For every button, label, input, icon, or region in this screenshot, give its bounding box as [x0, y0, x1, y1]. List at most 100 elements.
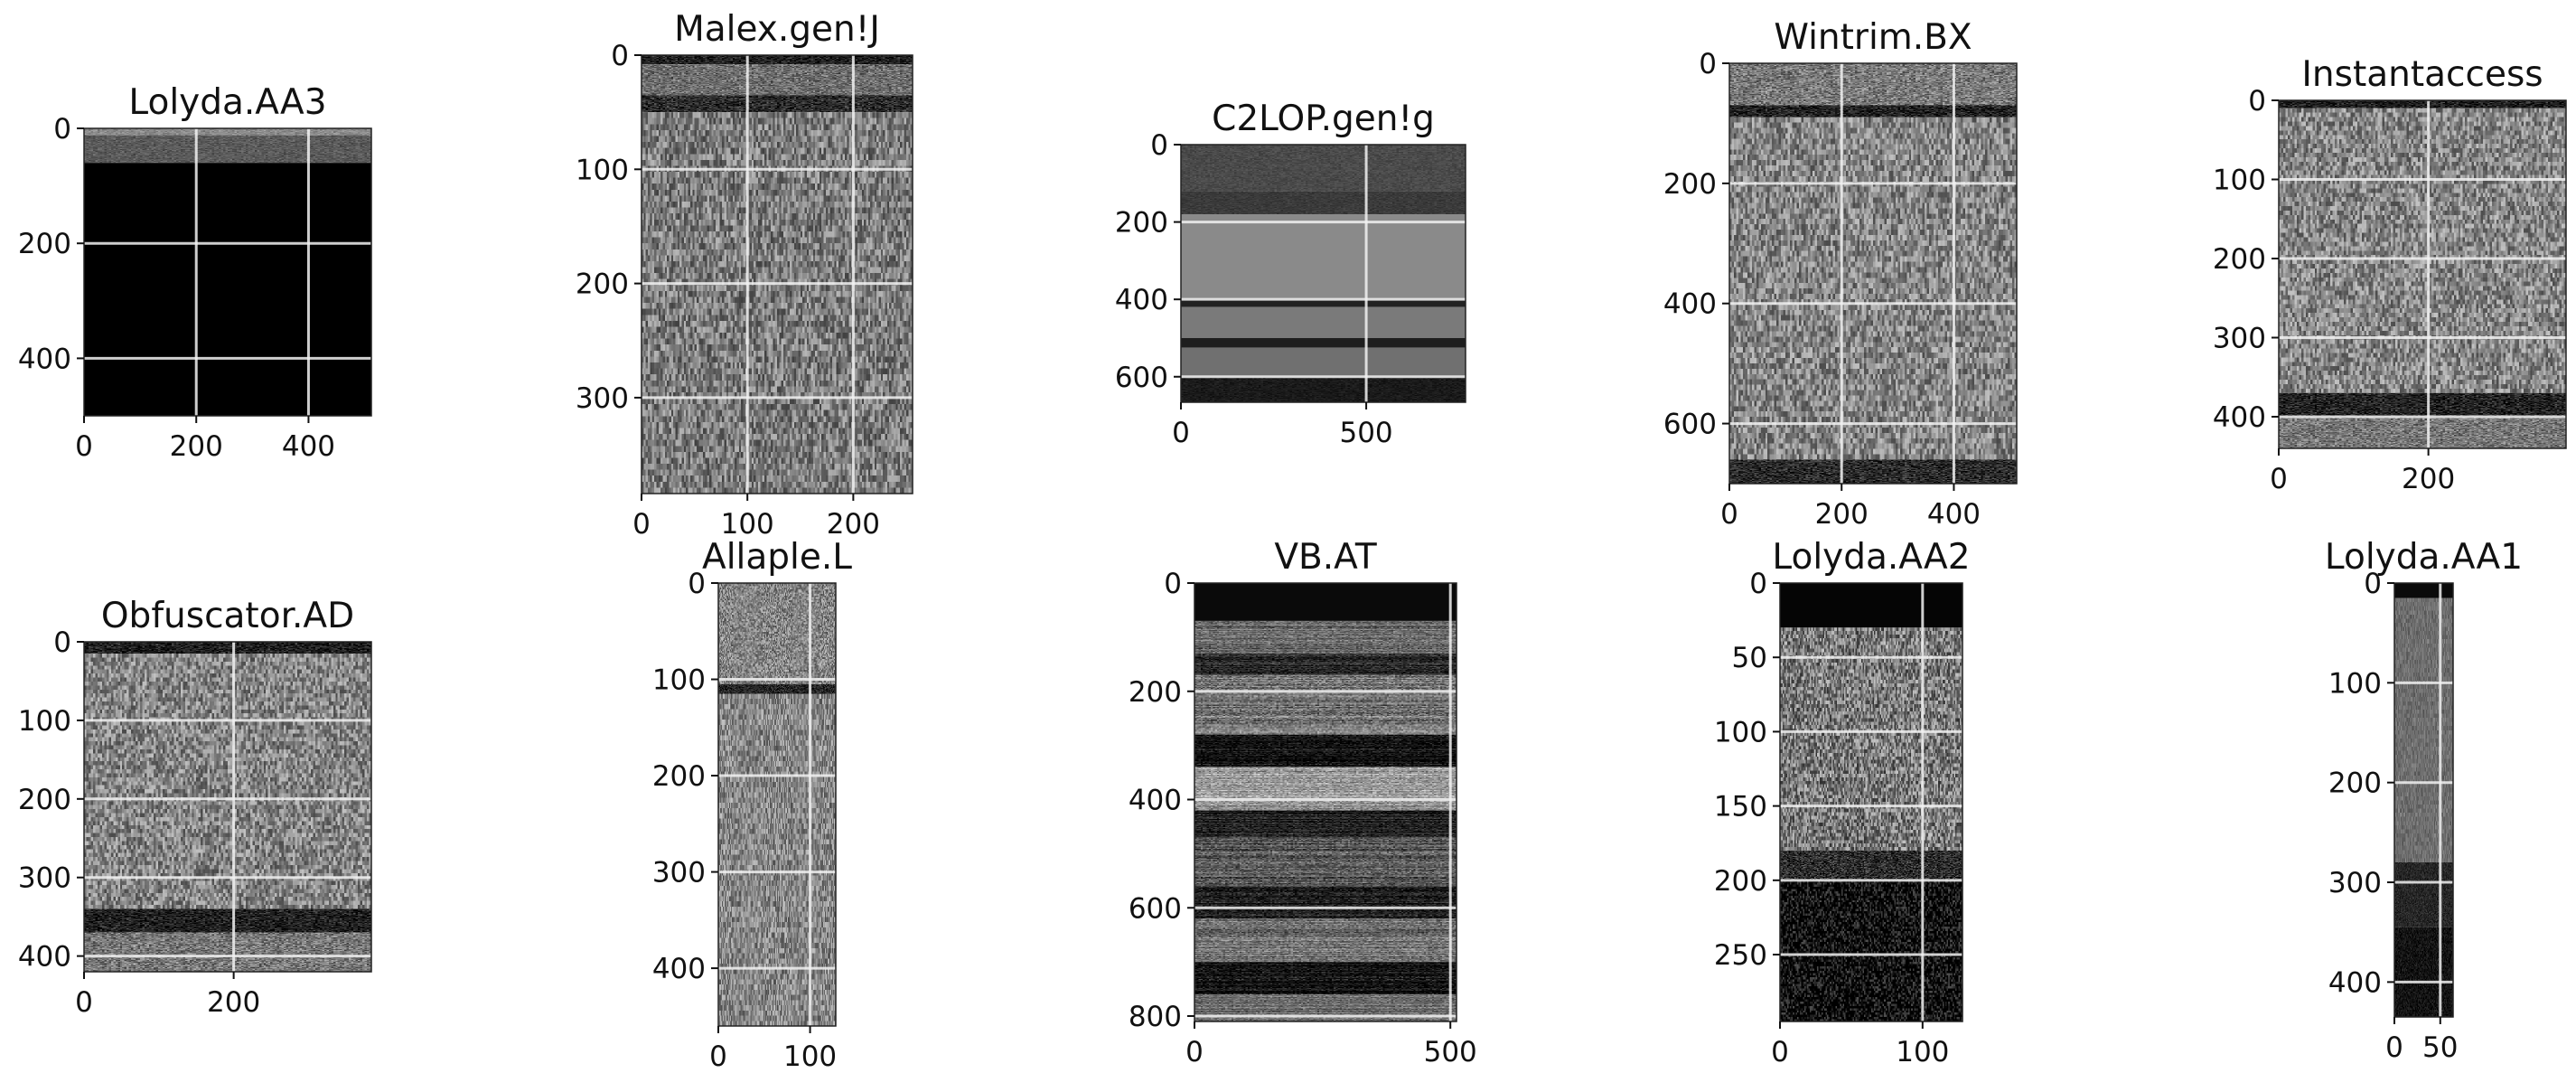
image-band: [1194, 810, 1457, 838]
y-tick-label: 100: [2213, 165, 2266, 197]
y-tick-label: 200: [1714, 865, 1767, 898]
x-tick-label: 200: [207, 986, 260, 1019]
y-tick-label: 0: [688, 568, 706, 600]
y-tick-label: 300: [576, 382, 629, 415]
axes-frame: [2278, 99, 2567, 449]
image-band: [642, 64, 913, 96]
image-band: [84, 642, 371, 654]
panel-container: 0 200 400 0 200 400 Lolyda.AA3 0 100 200 300 0 100 20…: [18, 9, 2567, 1073]
image-band: [642, 95, 913, 113]
y-tick-label: 50: [1732, 642, 1767, 674]
x-tick-label: 400: [1927, 498, 1981, 531]
y-tick-label: 0: [2248, 85, 2266, 118]
panel-title: Lolyda.AA3: [128, 82, 326, 123]
x-tick-label: 500: [1339, 417, 1392, 449]
panel-title: Allaple.L: [702, 537, 852, 578]
y-tick-label: 200: [2213, 243, 2266, 276]
image-band: [1780, 880, 1962, 1021]
x-tick-label: 200: [170, 430, 223, 463]
image-band: [1181, 191, 1466, 215]
image-band: [1729, 63, 2017, 106]
image-band: [1194, 583, 1457, 621]
panel-8: 0 50 100 150 200 250 0 100 Lolyda.AA2: [1714, 537, 1971, 1068]
image-band: [1181, 145, 1466, 192]
image-band: [1194, 962, 1457, 995]
y-tick-label: 0: [611, 40, 629, 72]
axes-frame: [2393, 582, 2454, 1018]
y-tick-label: 100: [1714, 716, 1767, 748]
image-band: [2394, 927, 2453, 1017]
malware-image: [718, 583, 836, 1026]
x-tick-label: 0: [1185, 1036, 1204, 1068]
y-tick-label: 100: [18, 705, 71, 738]
x-tick-label: 500: [1424, 1036, 1477, 1068]
malware-image: [1181, 145, 1466, 402]
image-band: [84, 163, 371, 416]
malware-image: [1194, 583, 1457, 1021]
y-tick-label: 200: [18, 228, 71, 260]
y-tick-label: 0: [1699, 48, 1717, 80]
y-tick-label: 800: [1129, 1001, 1182, 1033]
x-tick-label: 50: [2422, 1031, 2458, 1064]
panel-title: Lolyda.AA2: [1772, 537, 1970, 578]
image-band: [84, 654, 371, 909]
x-tick-label: 0: [1771, 1036, 1789, 1068]
image-band: [84, 128, 371, 136]
y-tick-label: 150: [1714, 791, 1767, 824]
image-band: [2394, 861, 2453, 927]
y-tick-label: 600: [1129, 892, 1182, 925]
y-tick-label: 300: [2213, 323, 2266, 355]
axes-frame: [1180, 144, 1466, 403]
malware-image: [84, 128, 371, 416]
image-band: [1780, 583, 1962, 628]
image-band: [1181, 306, 1466, 338]
image-band: [718, 683, 836, 694]
x-tick-label: 200: [1815, 498, 1869, 531]
image-band: [1729, 105, 2017, 118]
image-band: [1194, 674, 1457, 735]
image-band: [1181, 214, 1466, 300]
x-tick-label: 100: [1896, 1036, 1949, 1068]
y-tick-label: 200: [652, 760, 706, 793]
axes-frame: [83, 127, 372, 417]
y-tick-label: 0: [53, 113, 71, 146]
axes-frame: [717, 582, 837, 1027]
y-tick-label: 200: [1663, 168, 1717, 201]
image-band: [1194, 620, 1457, 654]
y-tick-label: 600: [1663, 409, 1717, 441]
y-tick-label: 250: [1714, 939, 1767, 972]
y-tick-label: 400: [18, 941, 71, 974]
x-tick-label: 200: [2402, 463, 2455, 495]
image-band: [2394, 598, 2453, 862]
image-band: [84, 908, 371, 933]
y-tick-label: 300: [652, 857, 706, 889]
image-band: [1181, 347, 1466, 377]
panel-6: 0 100 200 300 400 0 100 Allaple.L: [652, 537, 852, 1073]
image-band: [1181, 337, 1466, 348]
panel-title: Malex.gen!J: [674, 9, 880, 50]
image-band: [1194, 734, 1457, 767]
panel-title: Obfuscator.AD: [101, 596, 354, 636]
image-band: [1194, 653, 1457, 675]
y-tick-label: 200: [2328, 767, 2382, 800]
panel-1: 0 100 200 300 0 100 200 Malex.gen!J: [576, 9, 913, 541]
y-tick-label: 0: [2364, 568, 2382, 600]
y-tick-label: 100: [2328, 667, 2382, 700]
axes-frame: [1194, 582, 1457, 1022]
y-tick-label: 0: [1164, 568, 1182, 600]
image-band: [1194, 767, 1457, 811]
image-band: [718, 583, 836, 684]
image-band: [1181, 376, 1466, 402]
y-tick-label: 200: [576, 268, 629, 301]
x-tick-label: 0: [709, 1040, 727, 1073]
axes-frame: [641, 54, 913, 494]
x-tick-label: 0: [75, 430, 93, 463]
y-tick-label: 400: [2213, 401, 2266, 434]
image-band: [1729, 459, 2017, 484]
